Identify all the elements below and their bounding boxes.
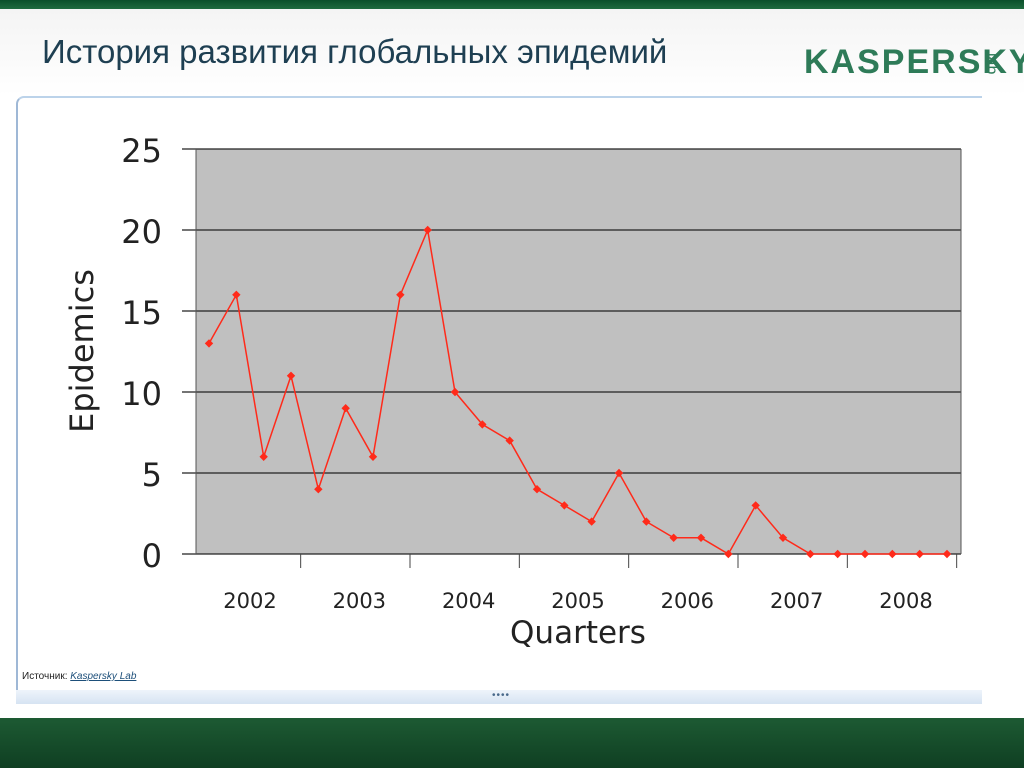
source-link[interactable]: Kaspersky Lab [70, 671, 137, 682]
series-marker [696, 533, 706, 542]
series-marker [450, 387, 460, 397]
series-marker [724, 549, 733, 559]
slide-title: История развития глобальных эпидемий [42, 33, 668, 70]
series-marker [778, 533, 788, 542]
series-marker [942, 549, 952, 559]
x-year-label: 2002 [223, 589, 276, 613]
series-marker [669, 533, 678, 542]
y-tick-label: 0 [142, 537, 162, 575]
series-marker [505, 436, 514, 445]
series-marker [368, 452, 378, 461]
series-marker [806, 549, 815, 559]
x-year-label: 2003 [333, 589, 386, 613]
resize-grip-icon[interactable]: •••• [492, 690, 511, 701]
x-year-label: 2008 [879, 589, 932, 613]
series-marker [286, 371, 296, 380]
source-prefix: Источник: [22, 671, 68, 682]
series-marker [341, 404, 350, 413]
y-tick-label: 20 [121, 213, 162, 251]
series-marker [396, 290, 405, 299]
x-year-label: 2005 [551, 589, 604, 613]
series-marker [314, 485, 323, 494]
series-marker [532, 485, 542, 494]
slide-header: История развития глобальных эпидемий KAS… [0, 9, 1024, 95]
series-marker [860, 549, 870, 559]
x-year-label: 2007 [770, 589, 823, 613]
x-year-label: 2004 [442, 589, 495, 613]
series-line [208, 227, 947, 556]
series-marker [204, 339, 214, 348]
top-accent-bar [0, 0, 1024, 9]
y-tick-label: 15 [121, 294, 162, 332]
x-year-label: 2006 [661, 589, 714, 613]
series-marker [259, 452, 268, 461]
y-axis-title: Epidemics [63, 269, 101, 433]
plot-area [196, 149, 961, 554]
series-marker [423, 225, 432, 235]
series-marker [232, 290, 241, 299]
series-marker [614, 468, 624, 478]
source-caption: Источник: Kaspersky Lab [22, 671, 136, 682]
series-marker [587, 517, 596, 526]
series-marker [915, 549, 924, 559]
y-tick-label: 25 [121, 132, 162, 170]
series-marker [888, 549, 897, 559]
kaspersky-logo: KASPERSKY [804, 43, 1024, 81]
chart-frame-bottom-bar [16, 690, 982, 704]
series-marker [560, 501, 569, 510]
series-marker [751, 501, 760, 510]
bottom-green-band [0, 718, 1024, 768]
series-marker [833, 549, 842, 559]
y-tick-label: 10 [121, 375, 162, 413]
y-tick-label: 5 [142, 456, 162, 494]
series-marker [642, 517, 651, 526]
x-axis-title: Quarters [510, 615, 646, 651]
series-marker [478, 420, 487, 429]
